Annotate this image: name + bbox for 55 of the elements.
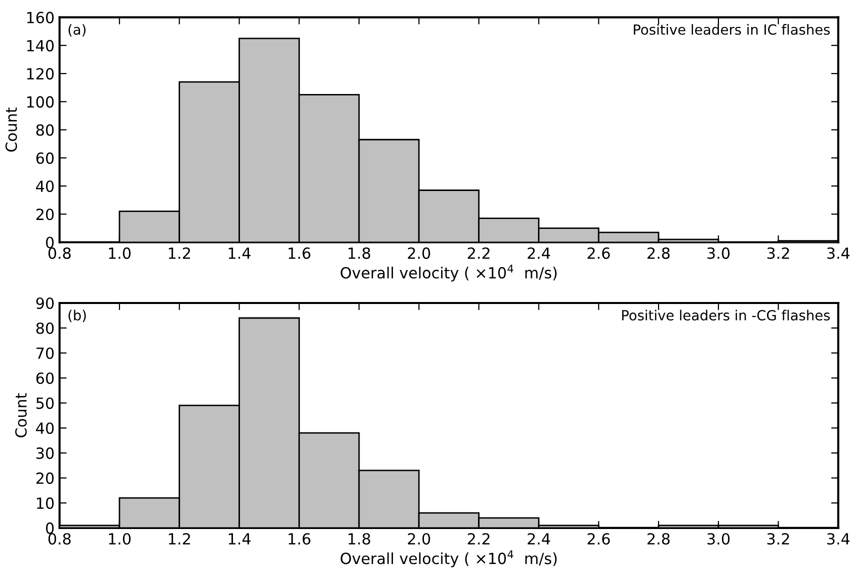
y-tick-label: 20 [36, 208, 54, 220]
y-tick-label: 100 [27, 96, 54, 108]
y-tick-label: 10 [36, 497, 54, 509]
y-axis-title: Count [15, 393, 27, 438]
annotation: Positive leaders in -CG flashes [622, 310, 830, 320]
y-tick-label: 50 [36, 397, 54, 409]
x-tick-label: 2.8 [648, 533, 670, 545]
y-tick-label: 40 [36, 422, 54, 434]
y-tick-label: 80 [36, 322, 54, 334]
y-tick-label: 70 [36, 347, 54, 360]
x-tick-label: 2.4 [528, 247, 550, 259]
x-tick-label: 0.8 [48, 533, 71, 545]
x-tick-label: 2.2 [468, 247, 490, 259]
x-tick-label: 3.0 [707, 533, 730, 545]
y-tick-label: 20 [36, 472, 54, 484]
x-axis-title: Overall velocity ( ×10$^{4}$ m/s) [340, 550, 557, 568]
x-tick-label: 1.4 [228, 533, 251, 544]
x-tick-label: 1.6 [288, 533, 310, 545]
y-tick-label: 90 [36, 297, 54, 310]
y-tick-label: 60 [36, 372, 54, 384]
x-tick-label: 1.0 [108, 247, 131, 259]
x-tick-label: 1.2 [168, 533, 190, 544]
x-tick-label: 3.2 [767, 533, 789, 545]
x-tick-label: 3.4 [827, 533, 850, 545]
x-tick-label: 0.8 [48, 247, 71, 259]
y-tick-label: 0 [46, 522, 54, 534]
annotation: Positive leaders in IC flashes [634, 24, 830, 35]
y-tick-label: 60 [36, 152, 54, 164]
x-tick-label: 2.8 [648, 247, 670, 259]
x-tick-label: 1.6 [288, 247, 310, 259]
x-tick-label: 3.4 [827, 247, 850, 259]
y-tick-label: 30 [36, 447, 54, 459]
y-tick-label: 40 [36, 180, 54, 192]
x-tick-label: 1.8 [348, 247, 370, 259]
x-tick-label: 2.0 [408, 247, 430, 259]
annotation: (b) [68, 310, 86, 322]
x-tick-label: 1.2 [168, 247, 190, 259]
y-axis-title: Count [5, 107, 18, 152]
x-tick-label: 2.4 [528, 533, 550, 544]
y-tick-label: 140 [27, 40, 54, 52]
x-tick-label: 2.6 [588, 533, 610, 545]
y-tick-label: 80 [36, 124, 54, 136]
y-tick-label: 0 [46, 236, 54, 248]
x-tick-label: 2.6 [588, 247, 610, 259]
x-tick-label: 3.2 [767, 247, 789, 259]
x-tick-label: 1.8 [348, 533, 370, 545]
x-tick-label: 3.0 [707, 247, 730, 259]
y-tick-label: 160 [27, 12, 54, 24]
annotation: (a) [68, 24, 86, 36]
x-tick-label: 1.4 [228, 248, 251, 259]
x-tick-label: 1.0 [108, 533, 131, 545]
x-tick-label: 2.0 [408, 533, 430, 545]
x-tick-label: 2.2 [468, 533, 490, 544]
y-tick-label: 120 [27, 68, 54, 80]
x-axis-title: Overall velocity ( ×10$^{4}$ m/s) [340, 264, 557, 282]
